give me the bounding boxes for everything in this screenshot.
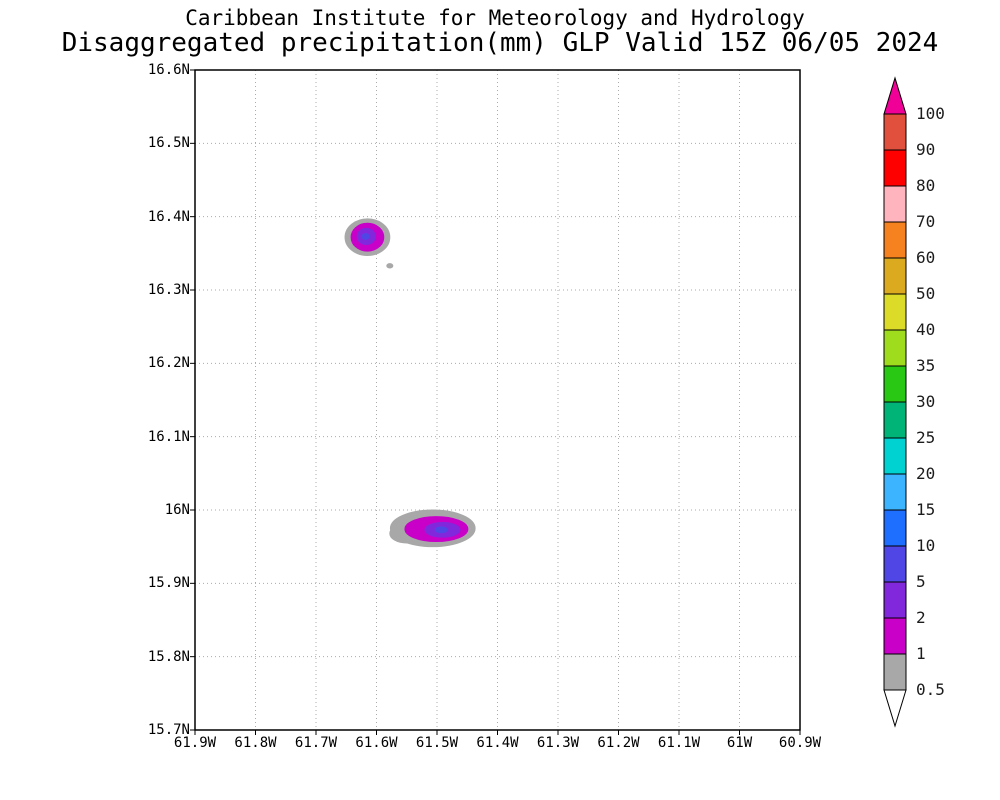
y-tick-label: 16.4N <box>147 208 190 225</box>
colorbar-value-label: 90 <box>916 140 935 159</box>
colorbar-value-label: 5 <box>916 572 926 591</box>
colorbar-segment <box>883 293 907 331</box>
colorbar-segment <box>883 365 907 403</box>
colorbar-segment <box>883 473 907 511</box>
x-tick-label: 61.6W <box>355 735 398 751</box>
colorbar-segment <box>883 653 907 691</box>
plot-area <box>190 69 801 735</box>
y-tick-label: 16.5N <box>147 135 190 152</box>
y-tick-label: 15.7N <box>147 722 190 738</box>
chart-title-institution: Caribbean Institute for Meteorology and … <box>185 6 805 30</box>
x-tick-label: 60.9W <box>778 735 822 751</box>
precipitation-map <box>190 69 801 735</box>
colorbar-segment <box>883 113 907 151</box>
colorbar-below-min-arrow <box>883 689 907 728</box>
colorbar-value-label: 30 <box>916 392 935 411</box>
colorbar-segment <box>883 581 907 619</box>
precip-cell-north-contour-5mm <box>361 233 370 240</box>
colorbar-segment <box>883 185 907 223</box>
x-tick-label: 61.2W <box>597 735 640 751</box>
x-tick-label: 61.7W <box>294 735 338 751</box>
colorbar-legend: 0.5 1 2 5 10 15 20 25 30 35 40 50 60 70 80 90 100 <box>883 76 1000 738</box>
colorbar-value-label: 100 <box>916 104 945 123</box>
x-tick-label: 61.5W <box>415 735 459 751</box>
y-tick-label: 15.8N <box>147 648 190 665</box>
colorbar-value-label: 25 <box>916 428 935 447</box>
precip-speck-north-contour-0.5mm <box>386 263 394 269</box>
colorbar-value-label: 2 <box>916 608 926 627</box>
y-tick-label: 16.3N <box>147 282 190 298</box>
y-tick-label: 15.9N <box>147 575 190 592</box>
colorbar-segment <box>883 257 907 295</box>
chart-title-product: Disaggregated precipitation(mm) GLP Vali… <box>61 28 939 58</box>
colorbar-value-label: 1 <box>916 644 926 663</box>
colorbar-segment <box>883 617 907 655</box>
colorbar-value-label: 50 <box>916 284 935 303</box>
colorbar-value-label: 70 <box>916 212 935 231</box>
colorbar-value-label: 20 <box>916 464 935 483</box>
plot-frame <box>194 69 801 731</box>
colorbar-segment <box>883 329 907 367</box>
colorbar-above-max-arrow <box>883 76 907 115</box>
y-tick-label: 16.1N <box>147 428 190 445</box>
colorbar-segment <box>883 401 907 439</box>
colorbar-segment <box>883 437 907 475</box>
colorbar-value-label: 15 <box>916 500 935 519</box>
x-tick-label: 61.3W <box>536 735 580 751</box>
x-tick-label: 61.4W <box>476 735 519 751</box>
y-tick-label: 16.2N <box>147 355 190 372</box>
y-tick-label: 16N <box>164 502 190 518</box>
colorbar-segment <box>883 509 907 547</box>
colorbar-value-label: 0.5 <box>916 680 945 699</box>
colorbar-segment <box>883 545 907 583</box>
x-tick-label: 61.8W <box>234 735 277 751</box>
colorbar-value-label: 60 <box>916 248 935 267</box>
colorbar-value-label: 35 <box>916 356 935 375</box>
x-tick-label: 61.1W <box>657 735 701 751</box>
colorbar-value-label: 40 <box>916 320 935 339</box>
colorbar-segment <box>883 221 907 259</box>
x-tick-label: 61.9W <box>173 735 217 751</box>
precip-cell-south-contour-5mm <box>434 526 448 534</box>
colorbar-value-label: 80 <box>916 176 935 195</box>
x-tick-label: 61W <box>726 735 753 751</box>
y-tick-label: 16.6N <box>147 62 190 78</box>
colorbar-value-label: 10 <box>916 536 935 555</box>
colorbar-segment <box>883 149 907 187</box>
